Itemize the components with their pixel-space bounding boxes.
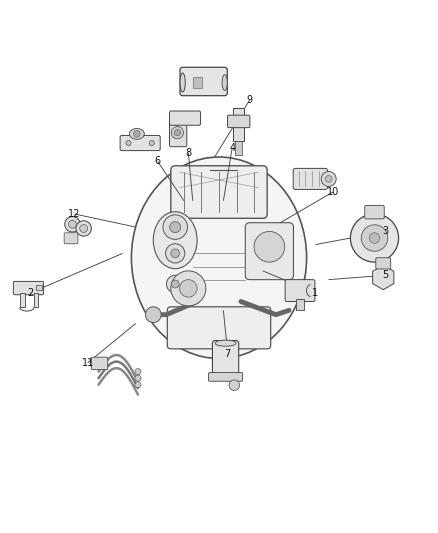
Circle shape: [229, 380, 240, 391]
Text: 9: 9: [247, 95, 253, 105]
Circle shape: [171, 271, 206, 306]
Circle shape: [321, 172, 336, 187]
Ellipse shape: [131, 157, 307, 359]
Polygon shape: [373, 265, 394, 290]
Circle shape: [68, 220, 76, 228]
Text: 7: 7: [225, 349, 231, 359]
Text: 12: 12: [68, 209, 81, 219]
FancyBboxPatch shape: [376, 258, 391, 269]
FancyBboxPatch shape: [212, 341, 239, 377]
FancyBboxPatch shape: [285, 280, 315, 302]
Ellipse shape: [222, 75, 227, 91]
Circle shape: [171, 126, 184, 139]
Circle shape: [76, 221, 92, 236]
FancyBboxPatch shape: [170, 116, 187, 147]
Circle shape: [126, 141, 131, 146]
Circle shape: [170, 222, 181, 232]
Circle shape: [166, 275, 184, 293]
Circle shape: [135, 382, 141, 388]
Circle shape: [149, 141, 154, 146]
Text: 6: 6: [155, 156, 161, 166]
Text: 8: 8: [185, 148, 191, 158]
FancyBboxPatch shape: [120, 135, 160, 151]
Text: 3: 3: [382, 227, 389, 237]
FancyBboxPatch shape: [208, 373, 243, 381]
Circle shape: [145, 307, 161, 322]
Circle shape: [166, 244, 185, 263]
Circle shape: [369, 233, 380, 244]
Text: 5: 5: [382, 270, 389, 280]
Ellipse shape: [153, 212, 197, 269]
Circle shape: [163, 215, 187, 239]
FancyBboxPatch shape: [167, 307, 271, 349]
Text: 1: 1: [312, 288, 318, 298]
Circle shape: [134, 131, 140, 137]
FancyBboxPatch shape: [91, 357, 108, 370]
Text: 2: 2: [28, 288, 34, 298]
Bar: [34, 293, 39, 307]
Ellipse shape: [215, 340, 236, 346]
FancyBboxPatch shape: [170, 111, 201, 125]
Circle shape: [65, 216, 80, 232]
Bar: [296, 299, 304, 310]
Circle shape: [171, 249, 180, 257]
Ellipse shape: [180, 73, 185, 92]
FancyBboxPatch shape: [64, 233, 78, 244]
Circle shape: [361, 225, 388, 251]
Text: 4: 4: [229, 143, 235, 154]
Circle shape: [80, 224, 88, 232]
Circle shape: [254, 231, 285, 262]
Circle shape: [171, 280, 179, 288]
Circle shape: [135, 375, 141, 381]
FancyBboxPatch shape: [245, 223, 293, 280]
FancyBboxPatch shape: [13, 281, 44, 295]
Bar: [233, 108, 244, 141]
Ellipse shape: [129, 128, 144, 139]
FancyBboxPatch shape: [228, 115, 250, 128]
Circle shape: [180, 280, 197, 297]
FancyBboxPatch shape: [171, 166, 267, 219]
Text: 11: 11: [81, 358, 94, 368]
Circle shape: [325, 175, 332, 182]
Bar: [193, 77, 201, 88]
FancyBboxPatch shape: [293, 168, 328, 189]
Circle shape: [350, 214, 399, 262]
Circle shape: [174, 130, 180, 136]
Bar: [20, 293, 25, 307]
FancyBboxPatch shape: [180, 67, 227, 96]
FancyBboxPatch shape: [365, 205, 384, 219]
Text: 10: 10: [327, 187, 339, 197]
Bar: [36, 285, 42, 290]
Bar: [236, 141, 242, 155]
Circle shape: [135, 368, 141, 375]
